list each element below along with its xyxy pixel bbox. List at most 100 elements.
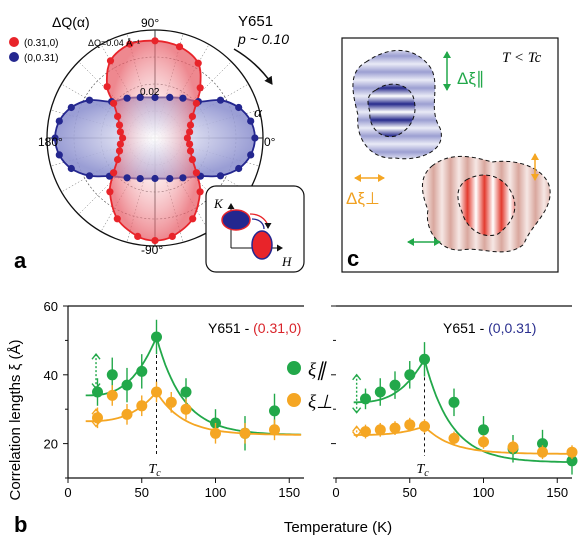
y-tick-label: 20 — [44, 437, 58, 452]
y-tick-label: 40 — [44, 368, 58, 383]
orange-data-point — [478, 436, 489, 448]
green-fit-curve — [85, 334, 302, 436]
red-point — [126, 40, 134, 48]
red-point — [192, 169, 200, 177]
blue-point — [85, 96, 94, 104]
panel-b-letter: b — [14, 512, 27, 537]
orange-data-point — [106, 389, 118, 401]
panel-c: Δξ∥ Δξ⊥ T < Tc c — [341, 37, 559, 273]
red-point — [113, 215, 121, 223]
alpha-label: α — [254, 105, 263, 121]
panel-a-letter: a — [14, 248, 27, 273]
orange-fit-curve — [85, 390, 302, 436]
green-data-point — [404, 369, 416, 381]
alpha-arrow — [233, 48, 273, 85]
green-data-point — [389, 379, 401, 391]
green-data-point — [269, 405, 280, 417]
green-data-point — [121, 379, 133, 391]
orange-data-point — [180, 403, 192, 415]
blue-point — [247, 151, 255, 159]
orange-data-point — [239, 427, 251, 439]
blue-point — [55, 117, 63, 125]
panel-a: ΔQ(α) (0.31,0) (0,0.31) Y651 p ~ 0.10 ΔQ… — [9, 13, 305, 273]
legend-xi-par-marker — [287, 361, 301, 375]
orange-data-point — [92, 412, 103, 424]
red-point — [115, 147, 124, 155]
y-tick-label: 60 — [44, 299, 58, 314]
green-range-arrowhead-top — [352, 373, 362, 381]
red-point — [151, 237, 159, 245]
blue-point — [151, 174, 159, 183]
red-point — [116, 128, 124, 136]
green-data-point — [448, 396, 460, 408]
legend-xi-perp: ξ⊥ — [308, 392, 333, 413]
red-point — [168, 232, 176, 240]
inset-diagram: K H — [205, 185, 305, 273]
red-point — [110, 99, 118, 107]
red-point — [186, 128, 194, 136]
blue-domain — [352, 49, 442, 160]
sample-label: Y651 — [238, 13, 273, 30]
blue-point — [247, 117, 255, 125]
red-point — [175, 43, 184, 51]
green-data-point — [566, 455, 578, 467]
orange-range-arrowhead-top — [352, 425, 362, 432]
angle-180: 180° — [38, 135, 63, 149]
green-data-point — [360, 393, 371, 405]
blue-point — [123, 94, 131, 102]
green-range-arrowhead-bottom — [352, 407, 362, 414]
green-data-point — [136, 365, 148, 377]
orange-data-point — [448, 432, 460, 444]
legend-title: ΔQ(α) — [52, 14, 90, 30]
orange-data-point — [537, 446, 548, 458]
orange-data-point — [151, 386, 162, 398]
blue-point — [166, 175, 174, 183]
orange-data-point — [507, 441, 519, 453]
orange-data-point — [374, 424, 386, 436]
angle-neg90: -90° — [141, 243, 163, 257]
green-fit-curve — [353, 356, 570, 463]
green-data-point — [92, 386, 103, 398]
red-point — [151, 37, 159, 45]
green-data-point — [419, 353, 430, 365]
x-tick-label: 50 — [403, 485, 417, 500]
panel-b: 0 50 100 150 20 40 60 Tc 0 50 100 150 Tc Correlation… — [7, 299, 578, 537]
x-tick-label: 0 — [64, 485, 71, 500]
legend-xi-par: ξ∥ — [308, 360, 327, 381]
red-point — [186, 121, 195, 129]
orange-range-arrowhead-bottom — [91, 420, 101, 428]
blue-point — [55, 151, 63, 159]
blue-point — [123, 174, 131, 182]
angle-90: 90° — [141, 16, 159, 30]
angle-0: 0° — [264, 135, 276, 149]
orange-data-point — [419, 420, 430, 432]
red-point — [188, 112, 196, 120]
green-data-point — [180, 386, 192, 398]
blue-point — [85, 172, 94, 180]
blue-point — [216, 96, 225, 104]
x-tick-label: 50 — [135, 485, 149, 500]
green-data-point — [106, 369, 118, 381]
tc-label: Tc — [417, 462, 430, 479]
red-domain — [422, 155, 551, 253]
inset-h-label: H — [281, 254, 292, 269]
orange-data-point — [269, 424, 280, 436]
red-point — [106, 57, 115, 65]
blue-point — [179, 94, 187, 102]
x-tick-label: 150 — [546, 485, 568, 500]
green-range-arrowhead-top — [91, 353, 101, 360]
blue-point — [235, 103, 243, 112]
orange-data-point — [210, 427, 221, 439]
red-point — [189, 215, 197, 223]
blue-point — [179, 174, 187, 182]
dq-label: ΔQ=0.04 Å⁻¹ — [88, 38, 140, 48]
red-point — [196, 188, 204, 196]
polar-points — [51, 37, 259, 245]
orange-data-point — [404, 419, 416, 431]
red-point — [106, 188, 114, 196]
y-axis-label: Correlation lengths ξ (Å) — [7, 340, 24, 501]
red-point — [188, 156, 196, 164]
blue-point — [166, 93, 174, 101]
orange-data-point — [121, 408, 133, 420]
blue-point — [51, 134, 59, 142]
